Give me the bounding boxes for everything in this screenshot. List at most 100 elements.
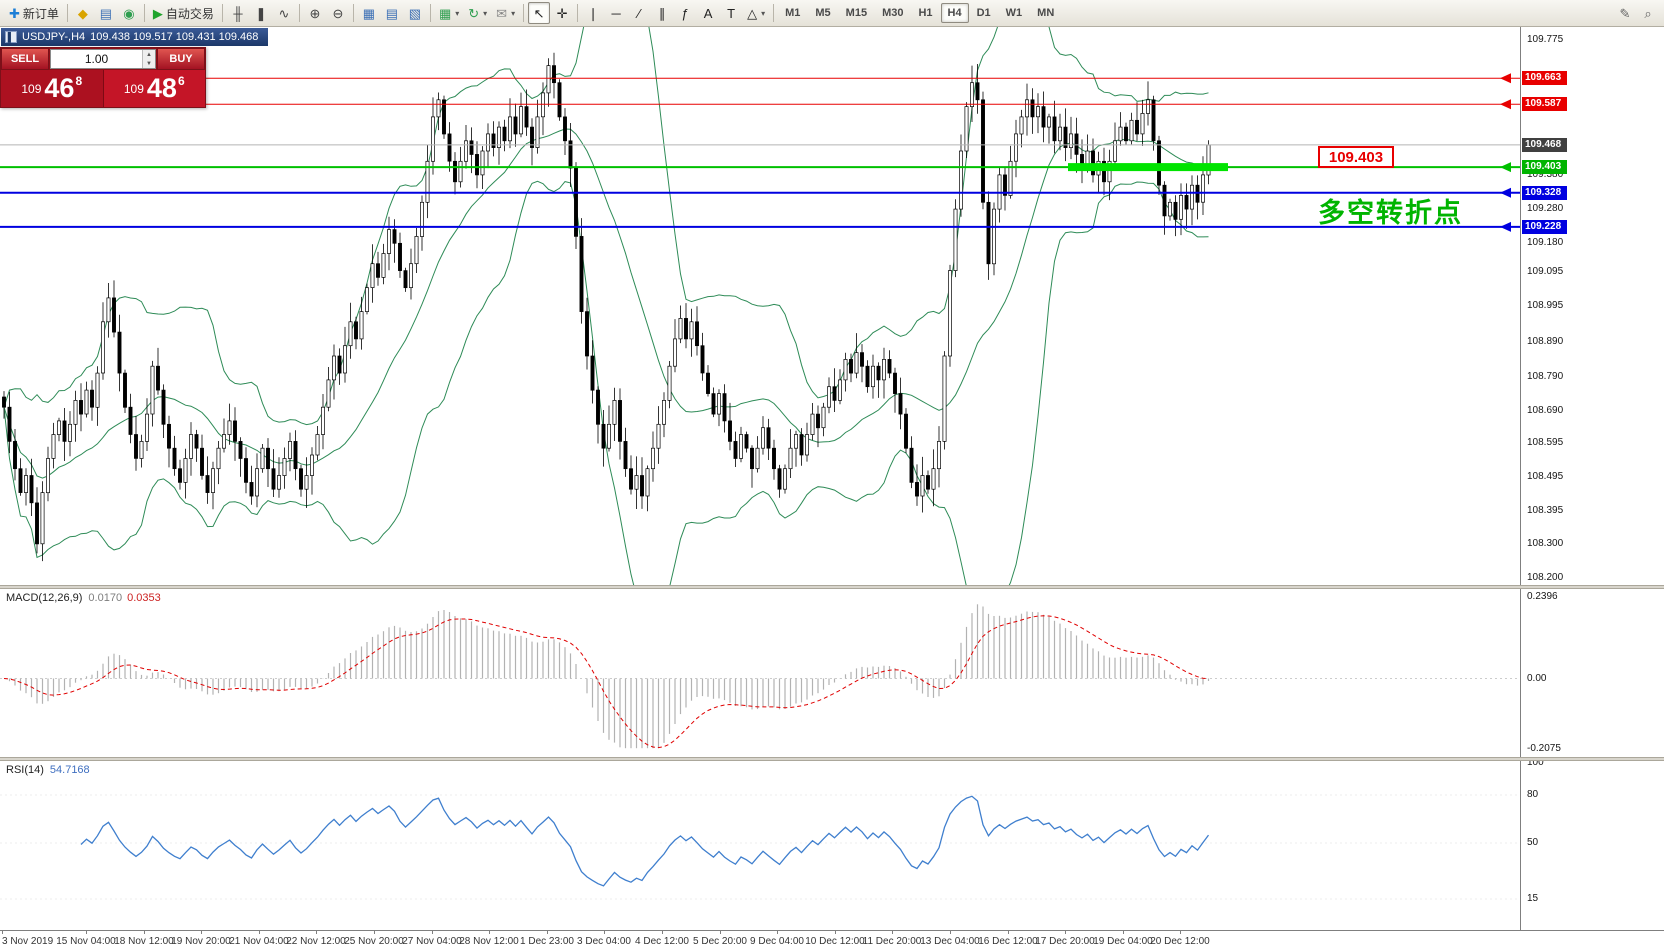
timeframe-m1-button[interactable]: M1 xyxy=(785,7,801,19)
toolbar-separator xyxy=(577,4,579,22)
trendline-button[interactable]: ∕ xyxy=(628,2,650,24)
pane-splitter-macd[interactable] xyxy=(0,585,1664,589)
volume-spinner: ▲ ▼ xyxy=(142,50,155,68)
bar-chart-button[interactable]: ╫ xyxy=(227,2,249,24)
price-axis-marker: 109.663 xyxy=(1522,71,1567,86)
chart-window-titlebar[interactable]: ▌ USDJPY-,H4 109.438 109.517 109.431 109… xyxy=(1,28,269,46)
autotrading-button[interactable]: ▶ 自动交易 xyxy=(149,2,218,24)
vertical-line-button[interactable]: ❘ xyxy=(582,2,604,24)
one-click-trading-widget: SELL 1.00 ▲ ▼ BUY 109 46 8 109 xyxy=(0,47,206,108)
cascade-windows-button[interactable]: ▤ xyxy=(381,2,403,24)
price-axis[interactable]: 109.775 109.380 109.280 109.180 109.095 108.9… xyxy=(1520,27,1664,930)
arrows-tool-icon: △ xyxy=(747,5,758,21)
volume-up-icon[interactable]: ▲ xyxy=(143,50,155,59)
timeframe-m5-button[interactable]: M5 xyxy=(815,7,831,19)
time-axis-label: 15 Nov 04:00 xyxy=(56,936,116,947)
rsi-label: RSI(14) 54.7168 xyxy=(6,764,90,776)
bid-prefix: 109 xyxy=(21,81,42,96)
new-order-button[interactable]: ✚ 新订单 xyxy=(5,2,63,24)
time-axis-tick xyxy=(316,931,317,934)
new-chart-caret-icon: ▾ xyxy=(455,8,460,18)
volume-value[interactable]: 1.00 xyxy=(84,52,109,66)
line-chart-button[interactable]: ∿ xyxy=(273,2,295,24)
main-toolbar: ✚ 新订单 ◆ ▤ ◉ ▶ 自动交易 ╫ ❚ ∿ ⊕ ⊖ ▦ ▤ ▧ ▦ ▾ ↻ ▾ ✉ ▾ ↖ ✛ ❘ ─ ∕ ∥ ƒ A T △ ▾ M1 M… xyxy=(0,0,1664,27)
zoom-in-icon: ⊕ xyxy=(309,5,321,21)
new-chart-icon: ▦ xyxy=(438,5,452,21)
zoom-out-icon: ⊖ xyxy=(332,5,344,21)
arrows-tool-caret-icon: ▾ xyxy=(761,8,766,18)
arrows-tool-button[interactable]: △ ▾ xyxy=(743,2,769,24)
vertical-line-icon: ❘ xyxy=(587,5,599,21)
macd-name: MACD(12,26,9) xyxy=(6,592,83,604)
channel-button[interactable]: ∥ xyxy=(651,2,673,24)
crosshair-button[interactable]: ✛ xyxy=(551,2,573,24)
timeframe-m30-button[interactable]: M30 xyxy=(882,7,904,19)
main-chart-pane[interactable]: ▌ USDJPY-,H4 109.438 109.517 109.431 109… xyxy=(0,27,1520,585)
time-axis[interactable]: 3 Nov 2019 15 Nov 04:00 18 Nov 12:00 19 Nov… xyxy=(0,930,1664,951)
text-label-button[interactable]: T xyxy=(720,2,742,24)
turning-point-text-annotation[interactable]: 多空转折点 xyxy=(1318,198,1463,228)
toolbar-separator xyxy=(773,4,775,22)
price-axis-label: 108.200 xyxy=(1527,572,1564,583)
horizontal-line-button[interactable]: ─ xyxy=(605,2,627,24)
profiles-button[interactable]: ↻ ▾ xyxy=(464,2,491,24)
toolbar-separator xyxy=(352,4,354,22)
search-button[interactable]: ⌕ xyxy=(1637,2,1659,24)
price-axis-label: 109.180 xyxy=(1527,237,1564,249)
text-label-icon: T xyxy=(727,5,736,21)
edit-button[interactable]: ✎ xyxy=(1614,2,1636,24)
macd-pane[interactable]: MACD(12,26,9) 0.0170 0.0353 xyxy=(0,589,1520,757)
timeframe-m15-button[interactable]: M15 xyxy=(845,7,868,19)
price-axis-label: 108.790 xyxy=(1527,370,1564,382)
timeframe-d1-button[interactable]: D1 xyxy=(976,7,991,19)
candlestick-chart-button[interactable]: ❚ xyxy=(250,2,272,24)
timeframe-w1-button[interactable]: W1 xyxy=(1005,7,1023,19)
terminal-button[interactable]: ▤ xyxy=(95,2,117,24)
time-axis-label: 21 Nov 04:00 xyxy=(229,936,289,947)
volume-down-icon[interactable]: ▼ xyxy=(143,59,155,68)
time-axis-label: 20 Dec 12:00 xyxy=(1150,936,1210,947)
time-axis-label: 4 Dec 12:00 xyxy=(635,936,689,947)
price-annotation-label[interactable]: 109.403 xyxy=(1318,146,1394,168)
timeframe-h1-button[interactable]: H1 xyxy=(918,7,933,19)
cursor-button[interactable]: ↖ xyxy=(528,2,551,24)
price-axis-label: 108.890 xyxy=(1527,336,1564,348)
zoom-out-button[interactable]: ⊖ xyxy=(327,2,349,24)
arrange-windows-button[interactable]: ▧ xyxy=(404,2,426,24)
timeframe-mn-button[interactable]: MN xyxy=(1037,7,1055,19)
volume-stepper[interactable]: 1.00 ▲ ▼ xyxy=(50,49,156,69)
ask-price[interactable]: 109 48 6 xyxy=(102,70,205,107)
tile-windows-button[interactable]: ▦ xyxy=(358,2,380,24)
pane-splitter-rsi[interactable] xyxy=(0,757,1664,761)
time-axis-tick xyxy=(86,931,87,934)
mail-button[interactable]: ✉ ▾ xyxy=(492,2,519,24)
zoom-in-button[interactable]: ⊕ xyxy=(304,2,326,24)
time-axis-label: 13 Dec 04:00 xyxy=(920,936,980,947)
buy-button[interactable]: BUY xyxy=(157,48,205,70)
time-axis-tick xyxy=(1065,931,1066,934)
bar-chart-icon: ╫ xyxy=(233,5,243,21)
rsi-pane[interactable]: RSI(14) 54.7168 xyxy=(0,761,1520,930)
terminal-icon: ▤ xyxy=(99,5,113,21)
new-order-label: 新订单 xyxy=(22,6,59,21)
time-axis-tick xyxy=(950,931,951,934)
chart-title-ohlc: 109.438 109.517 109.431 109.468 xyxy=(90,31,259,43)
rsi-name: RSI(14) xyxy=(6,764,44,776)
time-axis-label: 3 Nov 2019 xyxy=(2,936,54,947)
autotrading-icon: ▶ xyxy=(152,5,163,21)
metaeditor-button[interactable]: ◆ xyxy=(72,2,94,24)
sell-button[interactable]: SELL xyxy=(1,48,49,70)
timeframe-h4-button[interactable]: H4 xyxy=(940,3,969,23)
strategy-tester-button[interactable]: ◉ xyxy=(118,2,140,24)
toolbar-separator xyxy=(523,4,525,22)
price-axis-marker: 109.468 xyxy=(1522,137,1567,152)
macd-axis-label: -0.2075 xyxy=(1527,743,1561,754)
mail-caret-icon: ▾ xyxy=(511,8,516,18)
bid-price[interactable]: 109 46 8 xyxy=(1,70,103,107)
time-axis-tick xyxy=(374,931,375,934)
macd-axis-label: 0.2396 xyxy=(1527,591,1558,602)
new-chart-button[interactable]: ▦ ▾ xyxy=(435,2,463,24)
fibonacci-button[interactable]: ƒ xyxy=(674,2,696,24)
cascade-windows-icon: ▤ xyxy=(385,5,399,21)
text-button[interactable]: A xyxy=(697,2,719,24)
